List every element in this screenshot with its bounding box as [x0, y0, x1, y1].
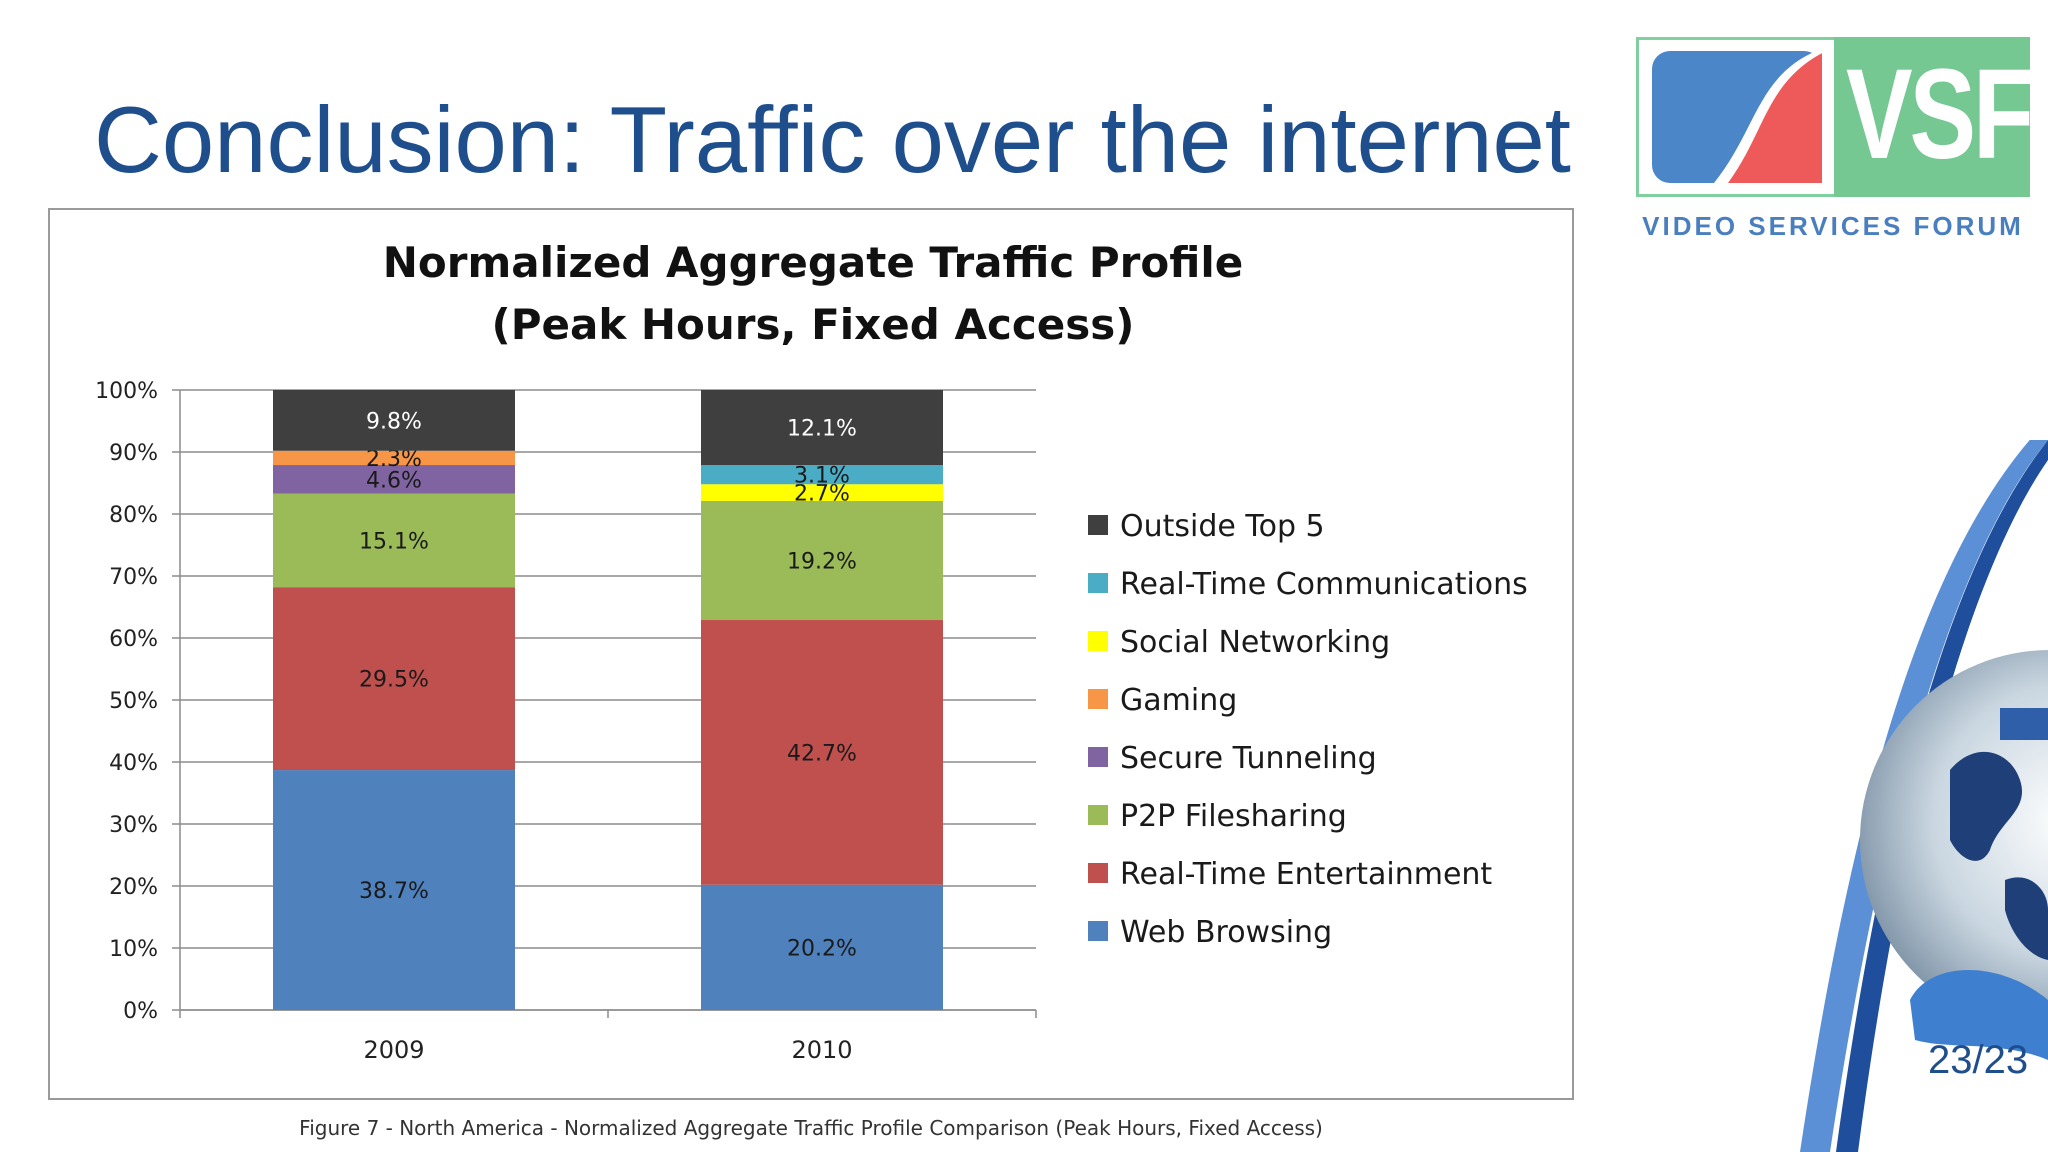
legend-label: Secure Tunneling	[1120, 741, 1377, 776]
stacked-bar-chart: 0% 10% 20% 30% 40% 50% 60% 70% 80% 90% 100% 38.7% 29…	[95, 379, 1528, 1064]
x-category-label: 2009	[363, 1036, 424, 1064]
data-label: 20.2%	[787, 936, 857, 961]
logo-tagline: VIDEO SERVICES FORUM	[1642, 211, 2024, 241]
data-label: 42.7%	[787, 741, 857, 766]
legend-swatch	[1088, 689, 1108, 709]
y-tick-label: 40%	[109, 751, 158, 776]
y-tick-label: 100%	[95, 379, 158, 404]
chart-frame: Normalized Aggregate Traffic Profile (Pe…	[48, 208, 1574, 1100]
legend-swatch	[1088, 747, 1108, 767]
bar-segment	[701, 500, 943, 621]
bar-segment	[273, 587, 515, 771]
legend-label: Web Browsing	[1120, 915, 1332, 950]
y-tick-label: 0%	[123, 999, 158, 1024]
legend-swatch	[1088, 805, 1108, 825]
globe-decoration-icon	[1800, 440, 2048, 1152]
logo-swoosh-icon	[1652, 51, 1822, 183]
bar-segment	[701, 484, 943, 501]
data-label: 4.6%	[366, 468, 422, 493]
y-tick-label: 80%	[109, 503, 158, 528]
bar-segment	[273, 390, 515, 451]
data-label: 38.7%	[359, 879, 429, 904]
data-label: 29.5%	[359, 668, 429, 693]
bar-segment	[273, 493, 515, 588]
y-tick-label: 20%	[109, 875, 158, 900]
data-label: 15.1%	[359, 529, 429, 554]
data-label: 12.1%	[787, 417, 857, 442]
bar-segment	[273, 450, 515, 466]
legend-label: Social Networking	[1120, 625, 1390, 660]
legend-swatch	[1088, 631, 1108, 651]
y-tick-label: 30%	[109, 813, 158, 838]
vsf-logo: VSF VIDEO SERVICES FORUM	[1636, 37, 2034, 247]
legend-label: Real-Time Entertainment	[1120, 857, 1492, 892]
legend-label: Real-Time Communications	[1120, 567, 1528, 602]
legend-swatch	[1088, 515, 1108, 535]
data-label: 19.2%	[787, 550, 857, 575]
legend-swatch	[1088, 863, 1108, 883]
logo-letters: VSF	[1846, 43, 2034, 186]
x-category-label: 2010	[791, 1036, 852, 1064]
slide-title: Conclusion: Traffic over the internet	[94, 87, 1571, 192]
data-label: 3.1%	[794, 464, 850, 489]
figure-caption: Figure 7 - North America - Normalized Ag…	[299, 1116, 1323, 1140]
bar-segment	[701, 884, 943, 1010]
legend-swatch	[1088, 573, 1108, 593]
y-tick-label: 70%	[109, 565, 158, 590]
data-label: 2.7%	[794, 482, 850, 507]
legend-label: Gaming	[1120, 683, 1237, 718]
page-number: 23/23	[1928, 1038, 2029, 1082]
bar-segment	[273, 770, 515, 1010]
y-tick-label: 50%	[109, 689, 158, 714]
data-label: 2.3%	[366, 447, 422, 472]
y-tick-label: 90%	[109, 441, 158, 466]
chart-title: Normalized Aggregate Traffic Profile	[382, 238, 1244, 287]
bar-segment	[273, 465, 515, 494]
chart-subtitle: (Peak Hours, Fixed Access)	[491, 300, 1135, 349]
legend-swatch	[1088, 921, 1108, 941]
legend-label: Outside Top 5	[1120, 509, 1325, 544]
bar-segment	[701, 620, 943, 885]
bar-segment	[701, 390, 943, 466]
data-label: 9.8%	[366, 409, 422, 434]
bar-segment	[701, 465, 943, 485]
logo-green-panel	[1834, 37, 2030, 197]
y-tick-label: 10%	[109, 937, 158, 962]
y-tick-label: 60%	[109, 627, 158, 652]
legend-label: P2P Filesharing	[1120, 799, 1347, 834]
